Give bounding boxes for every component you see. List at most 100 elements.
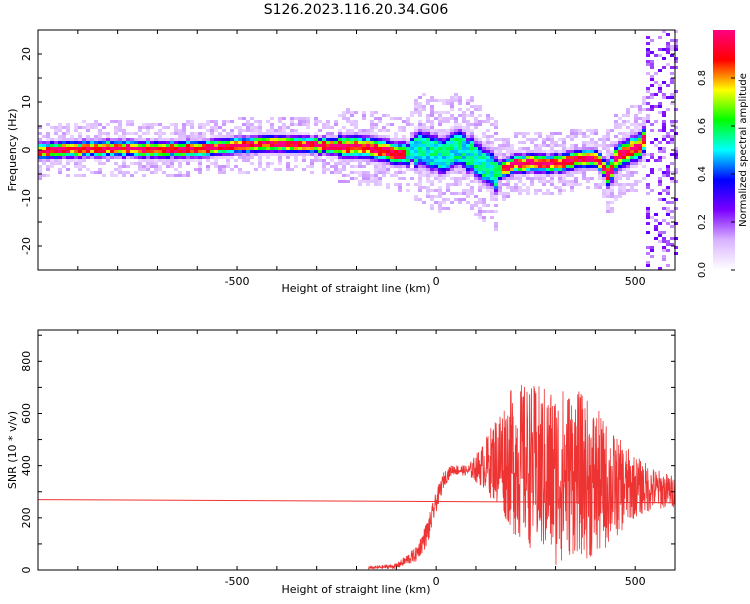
spectrogram-cell — [550, 174, 554, 177]
spectrogram-cell — [450, 138, 454, 141]
spectrogram-cell — [642, 129, 646, 132]
spectrogram-cell — [426, 189, 430, 192]
spectrogram-cell — [470, 186, 474, 189]
spectrogram-cell — [474, 168, 478, 171]
spectrogram-cell — [126, 150, 130, 153]
spectrogram-cell — [618, 192, 622, 195]
spectrogram-cell — [206, 123, 210, 126]
figure-title: S126.2023.116.20.34.G06 — [264, 2, 449, 18]
spectrogram-cell — [490, 186, 494, 189]
spectrogram-cell — [534, 162, 538, 165]
spectrogram-cell — [254, 135, 258, 138]
spectrogram-cell — [442, 150, 446, 153]
spectrogram-cell — [662, 231, 666, 234]
spectrogram-cell — [330, 135, 334, 138]
spectrogram-cell — [118, 135, 122, 138]
spectrogram-cell — [598, 159, 602, 162]
spectrogram-cell — [354, 141, 358, 144]
spectrogram-cell — [602, 180, 606, 183]
spectrogram-cell — [130, 150, 134, 153]
spectrogram-cell — [234, 141, 238, 144]
spectrogram-cell — [438, 123, 442, 126]
spectrogram-cell — [434, 162, 438, 165]
spectrogram-cell — [518, 168, 522, 171]
spectrogram-cell — [454, 168, 458, 171]
spectrogram-cell — [662, 126, 666, 129]
spectrogram-cell — [238, 132, 242, 135]
spectrogram-cell — [50, 153, 54, 156]
spectrogram-cell — [630, 156, 634, 159]
spectrogram-cell — [382, 162, 386, 165]
spectrogram-cell — [534, 159, 538, 162]
spectrogram-cell — [262, 153, 266, 156]
snr-signal-line — [368, 384, 676, 571]
spectrogram-cell — [518, 150, 522, 153]
spectrogram-cell — [626, 111, 630, 114]
spectrogram-cell — [402, 126, 406, 129]
spectrogram-cell — [522, 132, 526, 135]
spectrogram-cell — [670, 171, 674, 174]
spectrogram-cell — [450, 105, 454, 108]
spectrogram-cell — [406, 117, 410, 120]
spectrogram-cell — [478, 159, 482, 162]
spectrogram-cell — [370, 141, 374, 144]
spectrogram-cell — [214, 144, 218, 147]
spectrogram-cell — [650, 153, 654, 156]
spectrogram-cell — [194, 138, 198, 141]
spectrogram-cell — [278, 129, 282, 132]
spectrogram-cell — [470, 96, 474, 99]
spectrogram-cell — [470, 174, 474, 177]
spectrogram-cell — [642, 150, 646, 153]
spectrogram-cell — [450, 183, 454, 186]
spectrogram-cell — [674, 153, 678, 156]
spectrogram-cell — [354, 153, 358, 156]
spectrogram-cell — [538, 135, 542, 138]
spectrogram-cell — [422, 162, 426, 165]
spectrogram-cell — [430, 147, 434, 150]
spectrogram-cell — [146, 159, 150, 162]
spectrogram-cell — [622, 120, 626, 123]
spectrogram-cell — [562, 141, 566, 144]
spectrogram-cell — [306, 165, 310, 168]
spectrogram-cell — [478, 105, 482, 108]
spectrogram-cell — [642, 132, 646, 135]
spectrogram-cell — [314, 135, 318, 138]
spectrogram-cell — [446, 132, 450, 135]
spectrogram-cell — [438, 135, 442, 138]
spectrogram-cell — [398, 183, 402, 186]
spectrogram-cell — [566, 159, 570, 162]
spectrogram-cell — [406, 144, 410, 147]
spectrogram-cell — [362, 144, 366, 147]
spectrogram-cell — [638, 111, 642, 114]
spectrogram-cell — [254, 150, 258, 153]
spectrogram-cell — [314, 150, 318, 153]
spectrogram-cell — [534, 147, 538, 150]
spectrogram-cell — [298, 141, 302, 144]
spectrogram-cell — [434, 111, 438, 114]
spectrogram-cell — [658, 69, 662, 72]
spectrogram-cell — [422, 171, 426, 174]
spectrogram-cell — [54, 132, 58, 135]
spectrogram-cell — [66, 144, 70, 147]
spectrogram-cell — [66, 132, 70, 135]
spectrogram-cell — [190, 147, 194, 150]
spectrogram-cell — [382, 141, 386, 144]
spectrogram-cell — [478, 201, 482, 204]
spectrogram-cell — [462, 189, 466, 192]
spectrogram-cell — [454, 99, 458, 102]
spectrogram-cell — [398, 147, 402, 150]
spectrogram-cell — [278, 147, 282, 150]
spectrogram-cell — [466, 102, 470, 105]
spectrogram-cell — [306, 153, 310, 156]
spectrogram-cell — [558, 168, 562, 171]
spectrogram-cell — [494, 222, 498, 225]
spectrogram-cell — [198, 123, 202, 126]
spectrogram-cell — [566, 150, 570, 153]
spectrogram-cell — [422, 168, 426, 171]
spectrogram-cell — [494, 120, 498, 123]
spectrogram-cell — [674, 120, 678, 123]
spectrogram-cell — [610, 183, 614, 186]
spectrogram-cell — [650, 123, 654, 126]
spectrogram-cell — [486, 162, 490, 165]
spectrogram-cell — [526, 165, 530, 168]
